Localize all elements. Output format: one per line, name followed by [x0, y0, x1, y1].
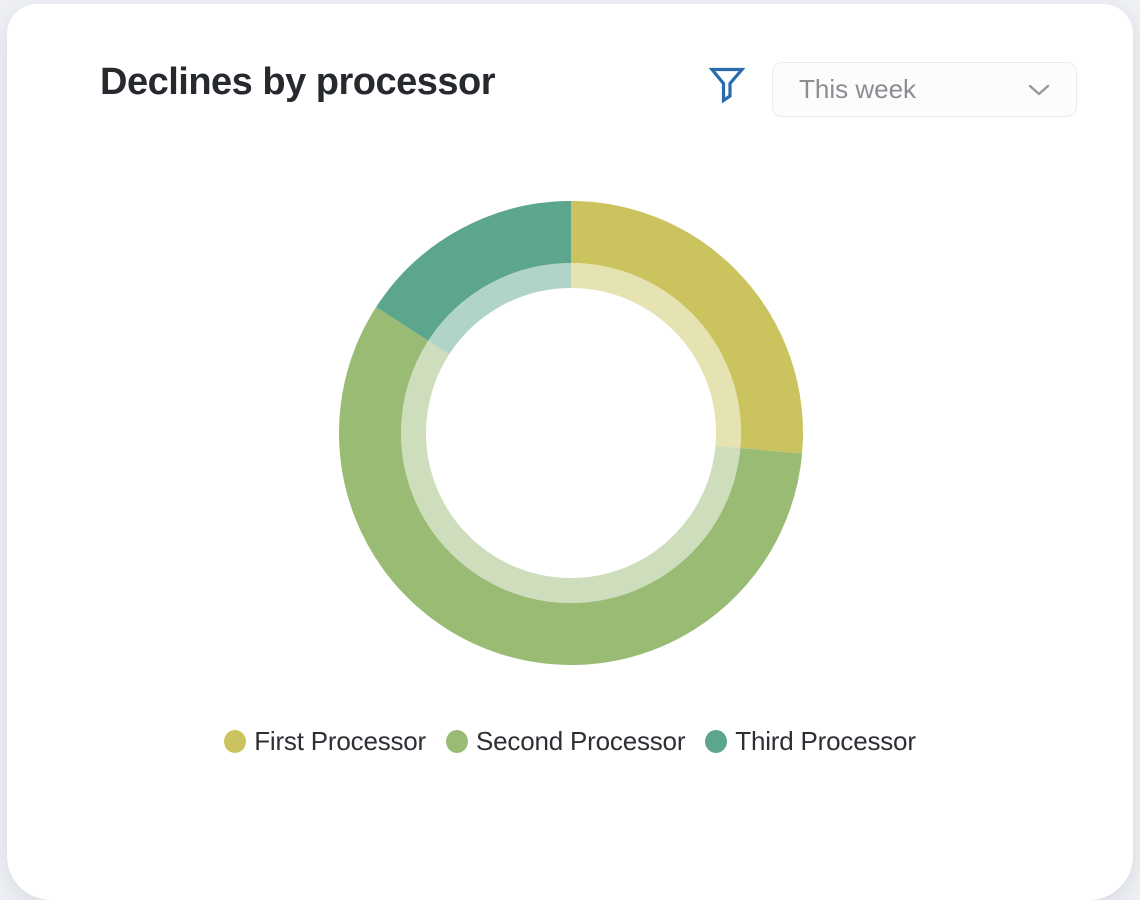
legend-label: First Processor — [254, 726, 427, 756]
legend-item[interactable]: Second Processor — [446, 726, 685, 757]
donut-chart — [339, 201, 803, 665]
declines-by-processor-card: Declines by processor This week First Pr… — [7, 4, 1133, 900]
inner-ring-slice-3 — [401, 263, 741, 603]
legend-dot-icon — [224, 730, 247, 753]
inner-ring-slice-1 — [401, 263, 741, 603]
legend-dot-icon — [446, 730, 469, 753]
legend-item[interactable]: Third Processor — [705, 726, 916, 757]
funnel-icon — [709, 67, 745, 104]
card-title: Declines by processor — [100, 61, 496, 103]
legend-item[interactable]: First Processor — [224, 726, 426, 757]
legend-dot-icon — [705, 730, 728, 753]
chevron-down-icon — [1028, 84, 1050, 95]
period-dropdown[interactable]: This week — [772, 62, 1077, 117]
period-dropdown-value: This week — [799, 74, 917, 104]
donut-slice-2[interactable] — [339, 201, 803, 665]
legend-label: Second Processor — [476, 726, 686, 756]
chart-legend: First Processor Second Processor Third Pro… — [7, 726, 1133, 757]
legend-label: Third Processor — [735, 726, 916, 756]
filter-button[interactable] — [706, 62, 748, 108]
inner-ring-slice-2 — [401, 263, 741, 603]
donut-slice-1[interactable] — [339, 201, 803, 665]
